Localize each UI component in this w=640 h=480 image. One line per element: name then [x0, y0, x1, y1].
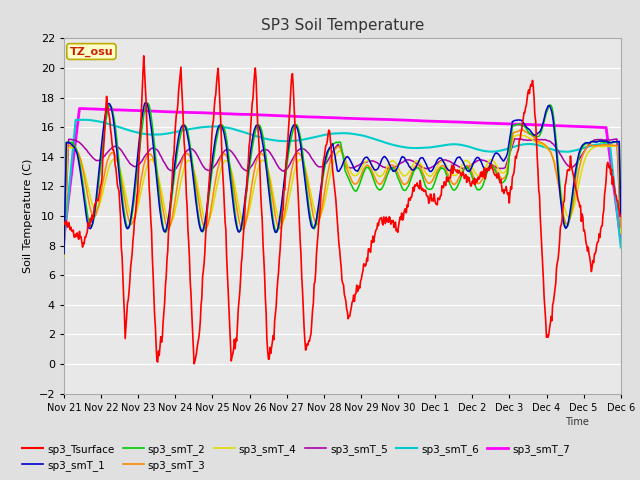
sp3_smT_6: [214, 124, 222, 130]
sp3_Tsurface: [60, 219, 68, 225]
sp3_smT_7: [60, 233, 68, 239]
sp3_smT_5: [127, 162, 135, 168]
sp3_smT_4: [184, 157, 192, 163]
Line: sp3_smT_5: sp3_smT_5: [64, 139, 621, 252]
sp3_smT_3: [184, 151, 192, 156]
sp3_Tsurface: [127, 257, 135, 263]
sp3_smT_4: [127, 214, 135, 220]
sp3_Tsurface: [140, 53, 148, 59]
sp3_smT_7: [214, 110, 222, 116]
sp3_smT_6: [185, 126, 193, 132]
sp3_smT_1: [185, 139, 193, 145]
Y-axis label: Soil Temperature (C): Soil Temperature (C): [23, 159, 33, 273]
sp3_smT_2: [144, 100, 152, 106]
sp3_smT_4: [426, 173, 434, 179]
sp3_smT_1: [411, 166, 419, 172]
sp3_smT_7: [185, 109, 193, 115]
sp3_smT_5: [511, 136, 518, 142]
sp3_smT_2: [617, 213, 625, 218]
sp3_smT_1: [127, 212, 135, 217]
Line: sp3_smT_1: sp3_smT_1: [64, 103, 621, 254]
sp3_smT_1: [70, 144, 78, 150]
sp3_smT_2: [214, 129, 222, 135]
sp3_smT_7: [411, 118, 419, 123]
sp3_smT_4: [70, 145, 78, 151]
sp3_smT_7: [76, 106, 83, 111]
sp3_smT_6: [77, 117, 85, 123]
sp3_smT_5: [184, 147, 192, 153]
sp3_smT_2: [70, 142, 78, 148]
sp3_smT_3: [426, 180, 434, 186]
sp3_smT_5: [410, 159, 418, 165]
Title: SP3 Soil Temperature: SP3 Soil Temperature: [260, 18, 424, 33]
sp3_smT_6: [411, 145, 419, 151]
sp3_smT_6: [70, 133, 78, 139]
sp3_smT_6: [617, 245, 625, 251]
sp3_smT_5: [60, 249, 68, 254]
sp3_smT_1: [60, 251, 68, 257]
Line: sp3_smT_2: sp3_smT_2: [64, 103, 621, 252]
sp3_smT_3: [410, 165, 418, 170]
sp3_smT_3: [214, 168, 221, 173]
sp3_Tsurface: [190, 361, 198, 367]
sp3_smT_4: [617, 230, 625, 236]
sp3_Tsurface: [412, 183, 419, 189]
sp3_smT_3: [127, 221, 135, 227]
Line: sp3_smT_3: sp3_smT_3: [64, 130, 621, 254]
sp3_smT_3: [517, 127, 525, 133]
sp3_smT_6: [428, 144, 435, 150]
sp3_Tsurface: [185, 239, 193, 245]
sp3_smT_7: [128, 108, 136, 113]
sp3_smT_5: [214, 159, 221, 165]
sp3_smT_2: [127, 216, 135, 222]
Line: sp3_smT_6: sp3_smT_6: [64, 120, 621, 248]
sp3_Tsurface: [617, 213, 625, 219]
sp3_smT_7: [70, 150, 78, 156]
sp3_smT_2: [411, 167, 419, 172]
Text: Time: Time: [565, 417, 589, 427]
Legend: sp3_Tsurface, sp3_smT_1, sp3_smT_2, sp3_smT_3, sp3_smT_4, sp3_smT_5, sp3_smT_6, : sp3_Tsurface, sp3_smT_1, sp3_smT_2, sp3_…: [18, 439, 574, 475]
sp3_smT_4: [513, 132, 521, 138]
sp3_smT_6: [60, 240, 68, 245]
sp3_smT_4: [60, 253, 68, 259]
sp3_smT_4: [214, 181, 221, 187]
Line: sp3_smT_7: sp3_smT_7: [64, 108, 621, 240]
sp3_Tsurface: [428, 198, 436, 204]
sp3_smT_3: [70, 144, 78, 150]
sp3_smT_7: [617, 237, 625, 243]
Text: TZ_osu: TZ_osu: [70, 47, 113, 57]
sp3_smT_2: [428, 186, 435, 192]
sp3_smT_2: [60, 250, 68, 255]
sp3_smT_2: [185, 133, 193, 139]
sp3_smT_3: [60, 252, 68, 257]
sp3_smT_4: [410, 160, 418, 166]
sp3_smT_3: [617, 225, 625, 230]
sp3_smT_6: [128, 128, 136, 134]
sp3_smT_1: [428, 168, 435, 174]
sp3_smT_1: [617, 213, 625, 218]
sp3_Tsurface: [70, 234, 78, 240]
sp3_Tsurface: [215, 79, 223, 84]
sp3_smT_5: [426, 165, 434, 171]
Line: sp3_Tsurface: sp3_Tsurface: [64, 56, 621, 364]
sp3_smT_1: [214, 125, 222, 131]
Line: sp3_smT_4: sp3_smT_4: [64, 135, 621, 256]
sp3_smT_1: [141, 100, 149, 106]
sp3_smT_5: [70, 137, 78, 143]
sp3_smT_7: [428, 119, 435, 124]
sp3_smT_5: [617, 230, 625, 236]
